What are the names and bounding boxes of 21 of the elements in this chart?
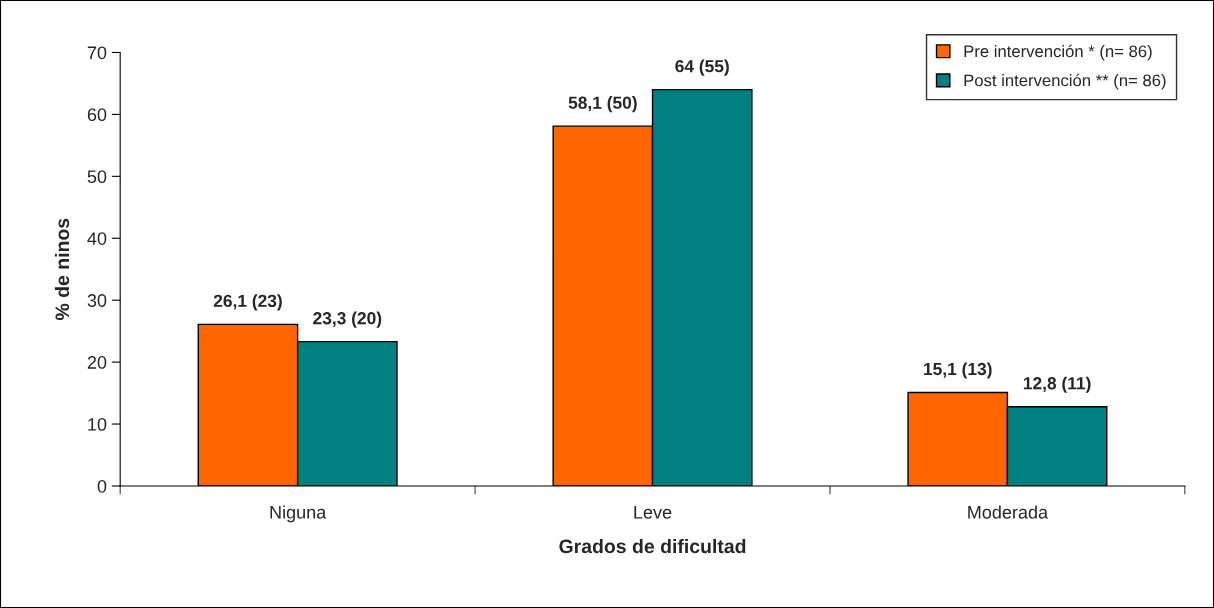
- data-label: 26,1 (23): [213, 294, 282, 311]
- x-axis-title: Grados de dificultad: [559, 538, 746, 554]
- data-label: 15,1 (13): [924, 362, 992, 379]
- y-tick-label: 10: [88, 417, 107, 431]
- y-tick-label: 60: [87, 108, 107, 122]
- y-tick-label: 70: [87, 46, 107, 60]
- y-tick-label: 50: [87, 170, 107, 184]
- y-tick-label: 30: [87, 294, 107, 307]
- data-label: 64 (55): [675, 59, 729, 76]
- y-tick-label: 20: [87, 356, 107, 369]
- y-axis-title: % de ninos: [54, 218, 70, 321]
- data-label: 58,1 (50): [568, 96, 637, 113]
- data-label: 12,8 (11): [1023, 376, 1091, 393]
- x-tick-label: Moderada: [968, 505, 1049, 519]
- data-label: 23,3 (20): [313, 311, 382, 328]
- legend-label: Pre intervención * (n= 86): [964, 44, 1152, 61]
- x-tick-label: Niguna: [270, 505, 327, 523]
- x-tick-label: Leve: [634, 506, 672, 519]
- legend-label: Post intervención ** (n= 86): [964, 73, 1166, 90]
- y-tick-label: 0: [97, 479, 107, 493]
- y-tick-label: 40: [87, 232, 107, 245]
